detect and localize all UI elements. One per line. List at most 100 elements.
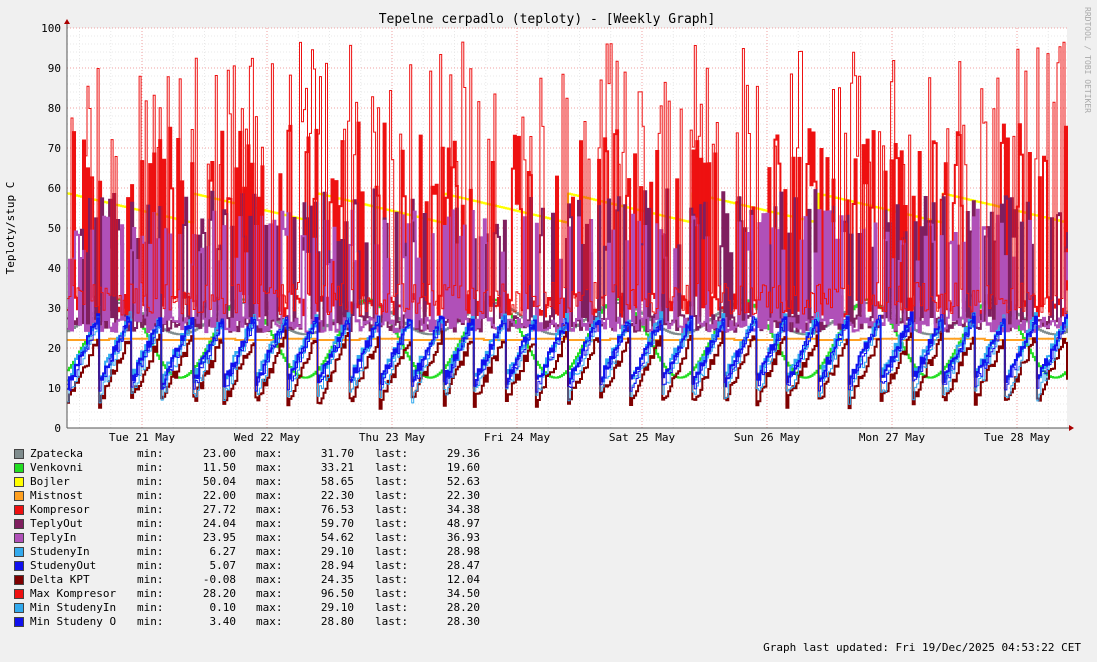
- y-tick-label: 100: [41, 22, 61, 35]
- x-tick-label: Wed 22 May: [234, 431, 301, 444]
- legend-min-value: 23.00: [202, 447, 236, 460]
- legend-last-value: 28.98: [446, 545, 480, 558]
- y-tick-label: 60: [48, 182, 61, 195]
- axes: [64, 19, 1074, 431]
- y-axis-label: Teploty/stup C: [4, 182, 17, 275]
- x-tick-label: Sun 26 May: [734, 431, 801, 444]
- legend-last-value: 19.60: [446, 461, 480, 474]
- legend-max-label: max:: [256, 601, 283, 614]
- legend-min-value: 50.04: [202, 475, 236, 488]
- legend-max-label: max:: [256, 447, 283, 460]
- legend-max-label: max:: [256, 489, 283, 502]
- y-tick-label: 0: [54, 422, 61, 435]
- legend-max-label: max:: [256, 559, 283, 572]
- legend-max-value: 59.70: [320, 517, 354, 530]
- legend-max-label: max:: [256, 587, 283, 600]
- legend-name: Max Kompresor: [30, 587, 117, 600]
- legend-name: Delta KPT: [30, 573, 90, 586]
- legend-min-value: 11.50: [202, 461, 236, 474]
- x-tick-label: Thu 23 May: [359, 431, 426, 444]
- legend-max-label: max:: [256, 615, 283, 628]
- legend-name: Kompresor: [30, 503, 90, 516]
- legend-last-label: last:: [375, 461, 409, 474]
- legend-max-value: 31.70: [320, 447, 354, 460]
- y-tick-label: 10: [48, 382, 61, 395]
- y-tick-label: 90: [48, 62, 61, 75]
- legend-min-label: min:: [137, 615, 164, 628]
- legend-swatch: [14, 519, 24, 529]
- legend-swatch: [14, 449, 24, 459]
- legend-max-label: max:: [256, 475, 283, 488]
- legend-swatch: [14, 589, 24, 599]
- legend-max-label: max:: [256, 545, 283, 558]
- legend-name: StudenyIn: [30, 545, 90, 558]
- legend-last-label: last:: [375, 489, 409, 502]
- legend-last-label: last:: [375, 573, 409, 586]
- legend-swatch: [14, 603, 24, 613]
- last-updated: Graph last updated: Fri 19/Dec/2025 04:5…: [763, 641, 1081, 654]
- legend-max-label: max:: [256, 461, 283, 474]
- legend-min-label: min:: [137, 601, 164, 614]
- legend-max-value: 96.50: [320, 587, 354, 600]
- watermark: RRDTOOL / TOBI OETIKER: [1083, 7, 1092, 113]
- series-line-max-kompresor: [67, 41, 1068, 316]
- legend-min-value: -0.08: [202, 573, 236, 586]
- x-tick-label: Mon 27 May: [859, 431, 926, 444]
- y-tick-label: 20: [48, 342, 61, 355]
- legend-swatch: [14, 491, 24, 501]
- legend-min-label: min:: [137, 559, 164, 572]
- legend-max-value: 54.62: [320, 531, 354, 544]
- legend-swatch: [14, 575, 24, 585]
- legend-swatch: [14, 617, 24, 627]
- legend-name: Min Studeny O: [30, 615, 117, 628]
- legend-last-value: 52.63: [446, 475, 480, 488]
- legend-swatch: [14, 463, 24, 473]
- legend-min-label: min:: [137, 517, 164, 530]
- tick-labels: 0 10 20 30 40 50 60 70 80 90 100 Tue 21 May Wed 22 M…: [41, 22, 1050, 444]
- legend-last-value: 34.50: [446, 587, 480, 600]
- legend-last-value: 36.93: [446, 531, 480, 544]
- x-tick-label: Tue 28 May: [984, 431, 1051, 444]
- legend-min-label: min:: [137, 461, 164, 474]
- legend-name: Venkovni: [30, 461, 83, 474]
- legend-swatch: [14, 547, 24, 557]
- legend-min-value: 24.04: [202, 517, 236, 530]
- series-line-min-studeny-o: [67, 312, 1068, 393]
- y-axis-arrow: [64, 19, 70, 24]
- legend-swatch: [14, 533, 24, 543]
- legend-last-value: 28.20: [446, 601, 480, 614]
- legend-last-value: 28.47: [446, 559, 480, 572]
- legend-max-value: 29.10: [320, 545, 354, 558]
- legend-swatch: [14, 505, 24, 515]
- legend-last-value: 22.30: [446, 489, 480, 502]
- legend-last-label: last:: [375, 615, 409, 628]
- legend-max-label: max:: [256, 573, 283, 586]
- legend-max-label: max:: [256, 531, 283, 544]
- legend-min-label: min:: [137, 573, 164, 586]
- legend-min-value: 27.72: [202, 503, 236, 516]
- legend-min-value: 23.95: [202, 531, 236, 544]
- legend-name: StudenyOut: [30, 559, 97, 572]
- legend-min-label: min:: [137, 447, 164, 460]
- legend-last-label: last:: [375, 531, 409, 544]
- legend-last-value: 29.36: [446, 447, 480, 460]
- legend-name: Mistnost: [30, 489, 83, 502]
- legend-min-label: min:: [137, 531, 164, 544]
- x-axis-arrow: [1069, 425, 1074, 431]
- legend-max-value: 28.80: [320, 615, 354, 628]
- x-tick-label: Sat 25 May: [609, 431, 676, 444]
- legend-swatch: [14, 561, 24, 571]
- legend-min-label: min:: [137, 503, 164, 516]
- legend-min-label: min:: [137, 475, 164, 488]
- legend-last-label: last:: [375, 503, 409, 516]
- legend-min-value: 5.07: [209, 559, 237, 572]
- legend-min-label: min:: [137, 489, 164, 502]
- legend-min-value: 0.10: [209, 601, 237, 614]
- legend-last-value: 34.38: [446, 503, 480, 516]
- legend-last-label: last:: [375, 517, 409, 530]
- legend-last-label: last:: [375, 587, 409, 600]
- y-tick-label: 80: [48, 102, 61, 115]
- legend-max-value: 28.94: [320, 559, 354, 572]
- legend-last-label: last:: [375, 559, 409, 572]
- legend-min-value: 6.27: [209, 545, 237, 558]
